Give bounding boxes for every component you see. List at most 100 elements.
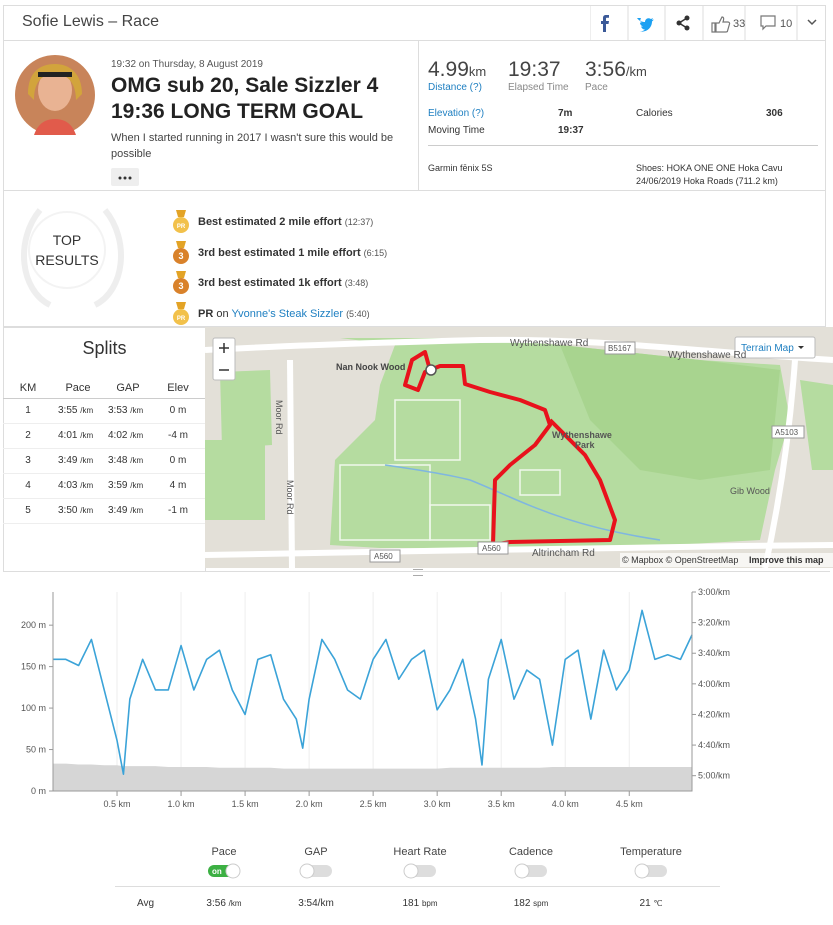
facebook-icon[interactable] <box>601 15 609 32</box>
split-gap: 3:59 /km <box>108 480 143 491</box>
split-value: 3:55 <box>58 405 78 416</box>
avg-unit: spm <box>533 899 549 908</box>
split-elev: 4 m <box>169 480 187 491</box>
splits-title: Splits <box>82 338 127 358</box>
toggle-switch[interactable] <box>634 863 668 879</box>
avg-unit: ℃ <box>653 899 663 908</box>
split-unit: /km <box>80 506 94 515</box>
result-link[interactable]: Yvonne's Steak Sizzler <box>231 307 343 320</box>
toggle-label: Cadence <box>508 846 554 858</box>
kudos-count[interactable]: 33 <box>733 18 745 30</box>
comment-icon[interactable] <box>760 15 776 31</box>
y-tick-label: 150 m <box>21 662 46 672</box>
y-tick-label: 200 m <box>21 620 46 630</box>
toggle-state: on <box>212 867 222 876</box>
toggle-knob <box>403 863 419 879</box>
result-detail: (12:37) <box>344 217 374 227</box>
medal-icon: PR <box>173 210 189 233</box>
split-rule <box>3 498 205 499</box>
x-tick-label: 4.5 km <box>616 799 643 809</box>
pace-value: 3:56/km <box>585 58 647 82</box>
divider <box>428 145 818 146</box>
medal-ribbon <box>176 271 186 278</box>
avg-value: 3:54/km <box>266 898 366 909</box>
avg-value: 3:56 /km <box>174 898 274 909</box>
avg-value: 181 bpm <box>370 898 470 909</box>
split-pace: 4:01 /km <box>58 430 93 441</box>
split-km: 1 <box>25 405 31 416</box>
split-km: 4 <box>25 480 31 491</box>
toggle-switch[interactable] <box>299 863 333 879</box>
map-label[interactable]: Improve this map <box>749 555 824 565</box>
distance-label[interactable]: Distance (?) <box>428 82 482 93</box>
divider <box>418 40 419 190</box>
result-detail: (6:15) <box>363 247 388 258</box>
elevation-pace-chart: 0.5 km 1.0 km 1.5 km 2.0 km 2.5 km 3.0 km 3.5 … <box>21 587 730 809</box>
y-tick-label: 100 m <box>21 703 46 713</box>
splits-panel <box>3 327 206 572</box>
distance-unit: km <box>468 64 487 79</box>
split-value: 3:59 <box>108 480 128 491</box>
split-value: 3:50 <box>58 505 78 516</box>
header-actions: 33 10 <box>590 5 817 41</box>
result-item: 3rd best estimated 1k effort (3:48) <box>198 277 368 289</box>
toggle-knob <box>514 863 530 879</box>
medal-text: PR <box>177 224 186 230</box>
result-connector: on <box>216 307 229 320</box>
distance-number: 4.99 <box>428 58 469 81</box>
split-rule <box>3 523 205 524</box>
map[interactable]: Wythenshawe Rd Wythenshawe Rd B5167 Nan Noo… <box>205 327 833 568</box>
toggle-knob <box>634 863 650 879</box>
result-text: 3rd best estimated 1k effort <box>198 277 342 289</box>
y2-tick-label: 3:00/km <box>698 587 730 597</box>
more-icon[interactable] <box>807 19 817 26</box>
split-value: 3:48 <box>108 455 128 466</box>
distance-value: 4.99km <box>428 58 486 82</box>
split-unit: /km <box>130 481 144 490</box>
split-rule <box>3 448 205 449</box>
twitter-icon[interactable] <box>637 18 654 32</box>
y2-tick-label: 4:20/km <box>698 709 730 719</box>
device: Garmin fēnix 5S <box>428 163 493 173</box>
medal-icon: PR <box>173 301 189 325</box>
medal <box>173 278 189 294</box>
avg-rule <box>115 886 720 887</box>
map-label[interactable]: Terrain Map <box>741 343 794 354</box>
elevation-label[interactable]: Elevation (?) <box>428 108 485 119</box>
result-text: 3rd best estimated 1 mile effort <box>198 246 361 259</box>
kudos-icon[interactable] <box>711 16 731 33</box>
split-pace: 3:55 /km <box>58 405 93 416</box>
splits-column-header: Pace <box>65 382 91 394</box>
resize-handle[interactable] <box>413 569 423 576</box>
comment-count[interactable]: 10 <box>780 18 792 30</box>
split-value: 3:53 <box>108 405 128 416</box>
split-value: 4:02 <box>108 430 128 441</box>
split-unit: /km <box>80 481 94 490</box>
split-pace: 3:50 /km <box>58 505 93 516</box>
split-pace: 3:49 /km <box>58 455 93 466</box>
x-tick-label: 3.5 km <box>488 799 515 809</box>
x-tick-label: 0.5 km <box>104 799 131 809</box>
toggle-switch[interactable] <box>514 863 548 879</box>
pace-label: Pace <box>585 82 608 93</box>
y2-tick-label: 3:40/km <box>698 648 730 658</box>
share-icon[interactable] <box>676 15 690 31</box>
toggle-switch[interactable] <box>403 863 437 879</box>
moving-time-label: Moving Time <box>428 125 485 136</box>
avg-value: 182 spm <box>481 898 581 909</box>
medal-text: 3 <box>178 251 183 261</box>
pace-line <box>53 609 693 775</box>
avatar <box>15 55 95 135</box>
split-value: 3:49 <box>58 455 78 466</box>
badge-text: RESULTS <box>35 252 99 268</box>
map-label: Moor Rd <box>274 400 284 435</box>
split-km: 2 <box>25 430 31 441</box>
toggle-switch[interactable]: on <box>207 863 241 879</box>
axes <box>52 592 693 792</box>
avg-unit: /km <box>228 899 242 908</box>
avg-unit: bpm <box>421 899 438 908</box>
more-button[interactable] <box>111 168 139 186</box>
top-results-badge: TOP RESULTS <box>21 208 124 308</box>
split-rule <box>3 423 205 424</box>
